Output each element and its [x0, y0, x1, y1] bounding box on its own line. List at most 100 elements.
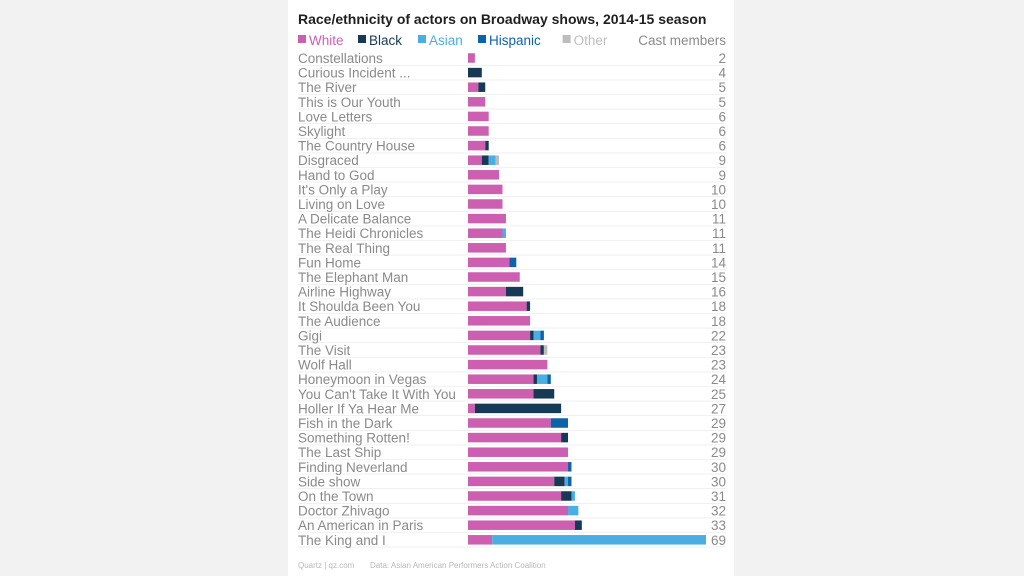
category-label: Hand to God [298, 168, 375, 183]
bar-segment-white [468, 155, 482, 165]
legend-swatch-white [298, 35, 306, 43]
category-label: The Real Thing [298, 241, 390, 256]
bar-segment-white [468, 316, 531, 326]
bar-segment-white [468, 301, 527, 311]
category-label: It's Only a Play [298, 182, 388, 197]
total-label: 16 [711, 285, 726, 300]
bar-segment-white [468, 535, 493, 545]
category-label: Wolf Hall [298, 358, 352, 373]
category-label: On the Town [298, 489, 374, 504]
total-label: 5 [718, 95, 726, 110]
category-label: The Elephant Man [298, 270, 408, 285]
bar-segment-white [468, 418, 551, 428]
total-label: 6 [718, 124, 726, 139]
bar-segment-white [468, 389, 534, 399]
category-label: Skylight [298, 124, 346, 139]
total-label: 15 [711, 270, 726, 285]
bar-segment-white [468, 476, 555, 487]
bar-segment-black [574, 520, 582, 530]
bar-segment-black [561, 491, 572, 501]
footer-source: Quartz | qz.com [298, 561, 355, 570]
bar-segment-white [468, 286, 506, 297]
category-label: Honeymoon in Vegas [298, 372, 427, 387]
bar-segment-white [468, 520, 575, 530]
bar-segment-asian [571, 491, 575, 501]
category-label: Fish in the Dark [298, 416, 393, 431]
category-label: The Visit [298, 343, 351, 358]
bar-segment-hispanic [568, 462, 572, 472]
category-label: The King and I [298, 533, 386, 548]
total-label: 11 [712, 226, 726, 241]
chart-title: Race/ethnicity of actors on Broadway sho… [298, 11, 706, 27]
bar-segment-black [540, 345, 544, 355]
bar-segment-white [468, 111, 489, 122]
bar-segment-white [468, 126, 489, 136]
bar-segment-other [495, 155, 500, 165]
bar-segment-white [468, 432, 562, 443]
bar-segment-white [468, 53, 475, 63]
total-label: 22 [711, 328, 726, 343]
total-label: 31 [711, 489, 726, 504]
bar-segment-black [481, 155, 489, 165]
category-label: Side show [298, 474, 361, 489]
category-label: Airline Highway [298, 285, 391, 300]
category-label: Disgraced [298, 153, 359, 168]
total-label: 6 [718, 139, 726, 154]
bar-segment-asian [488, 155, 496, 165]
bar-segment-asian [492, 535, 706, 545]
bar-segment-white [468, 228, 503, 238]
bar-segment-white [468, 272, 520, 282]
total-label: 10 [711, 197, 726, 212]
bar-segment-black [485, 140, 489, 151]
total-label: 25 [711, 387, 726, 402]
bar-segment-black [505, 286, 524, 297]
legend-label-hispanic: Hispanic [489, 33, 541, 48]
bar-segment-hispanic [540, 330, 544, 341]
total-label: 6 [718, 109, 726, 124]
legend-label-black: Black [369, 33, 402, 48]
bar-segment-black [468, 67, 482, 78]
total-label: 9 [718, 168, 726, 183]
bar-segment-asian [564, 476, 569, 487]
bar-segment-hispanic [509, 257, 517, 268]
bar-segment-white [468, 199, 503, 209]
stacked-bar-chart: Race/ethnicity of actors on Broadway sho… [298, 11, 727, 570]
bar-segment-white [468, 491, 562, 501]
total-label: 33 [711, 518, 726, 533]
bar-segment-white [468, 140, 486, 151]
category-label: An American in Paris [298, 518, 424, 533]
legend-swatch-black [358, 35, 366, 43]
total-label: 24 [711, 372, 727, 387]
category-label: Constellations [298, 51, 383, 66]
total-label: 5 [718, 80, 726, 95]
bar-segment-white [468, 213, 506, 224]
total-label: 4 [718, 66, 726, 81]
bar-segment-white [468, 184, 503, 195]
category-label: Love Letters [298, 109, 373, 124]
category-label: A Delicate Balance [298, 212, 411, 227]
total-label: 18 [711, 314, 726, 329]
total-label: 10 [711, 182, 726, 197]
legend-swatch-asian [418, 35, 426, 43]
category-label: The Heidi Chronicles [298, 226, 424, 241]
footer-data-credit: Data: Asian American Performers Action C… [370, 561, 546, 570]
bar-segment-white [468, 345, 541, 355]
category-label: The River [298, 80, 357, 95]
category-label: The Country House [298, 139, 415, 154]
totals-header: Cast members [638, 33, 726, 48]
bars [468, 53, 706, 545]
category-label: The Audience [298, 314, 381, 329]
category-label: You Can't Take It With You [298, 387, 456, 402]
bar-segment-hispanic [550, 418, 569, 428]
bar-segment-black [478, 82, 486, 92]
legend-swatch-hispanic [478, 35, 486, 43]
total-label: 23 [711, 343, 726, 358]
total-label: 18 [711, 299, 726, 314]
total-label: 69 [711, 533, 726, 548]
bar-segment-black [474, 403, 562, 414]
bar-segment-white [468, 82, 479, 92]
bar-segment-white [468, 374, 534, 384]
bar-segment-hispanic [568, 476, 572, 487]
legend: White Black Asian Hispanic Other [298, 33, 608, 48]
bar-segment-black [530, 330, 534, 341]
